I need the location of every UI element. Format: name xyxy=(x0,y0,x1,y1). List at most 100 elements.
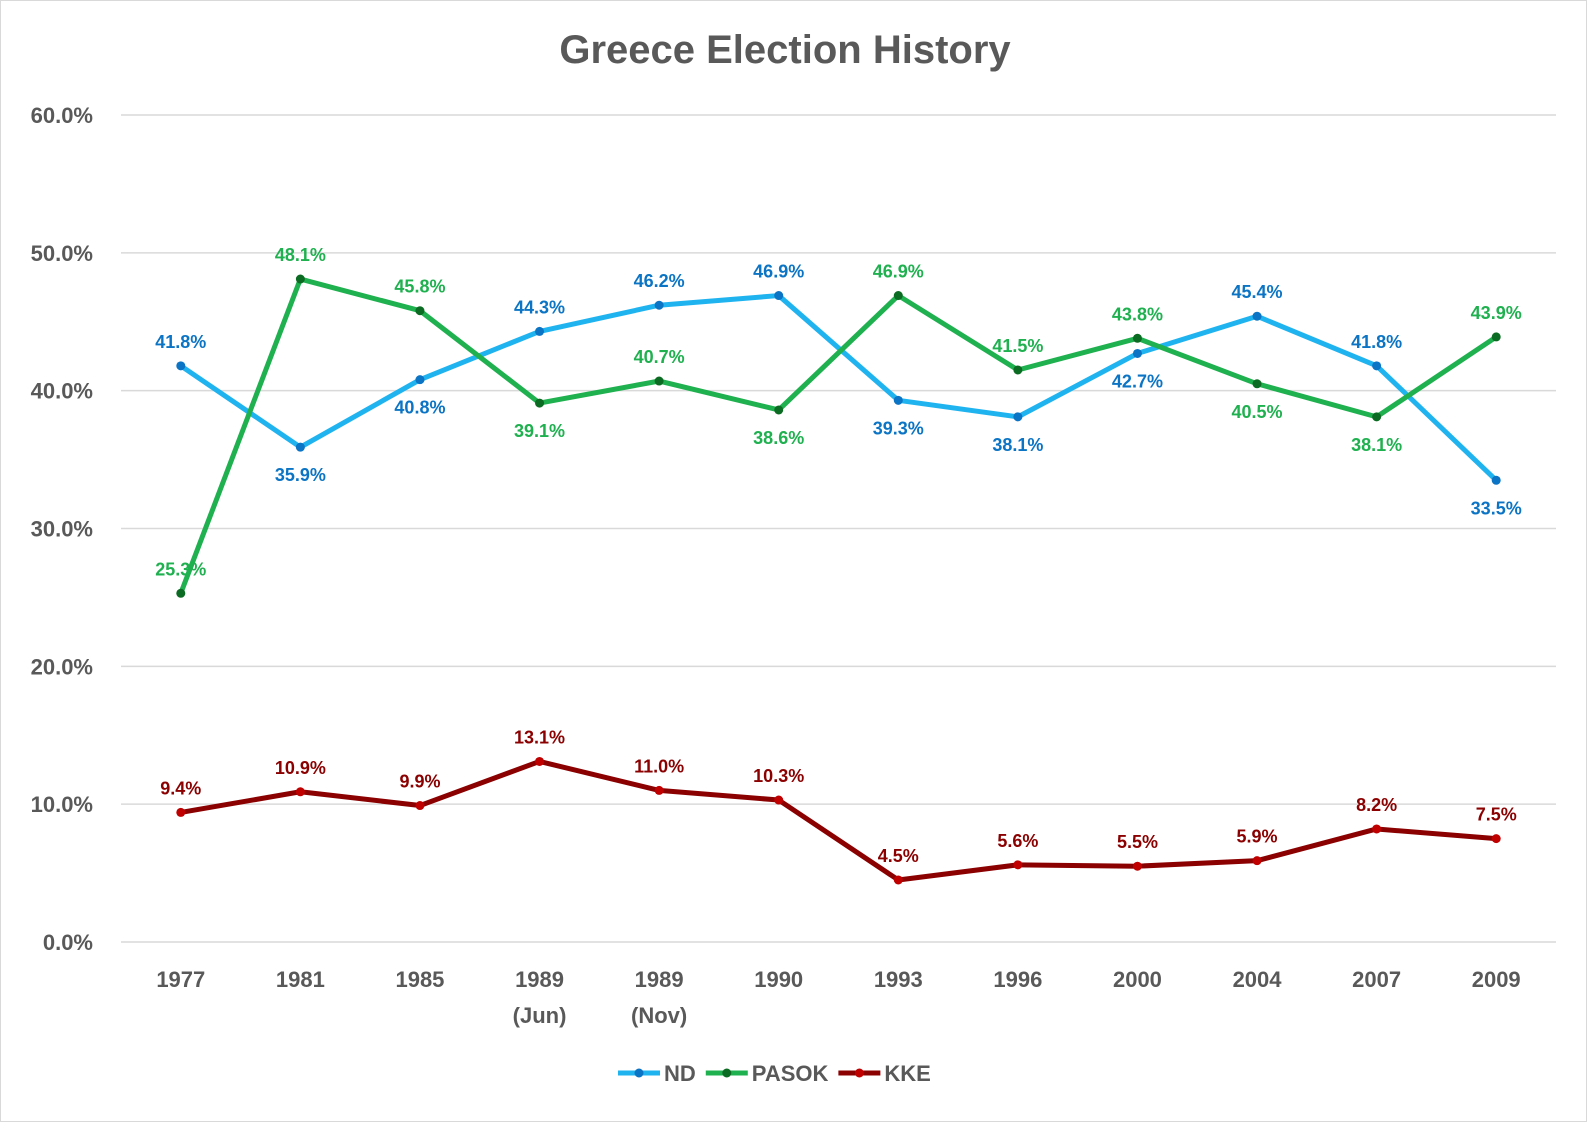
data-point-nd xyxy=(176,361,186,371)
x-tick-label: 2009 xyxy=(1472,967,1521,992)
data-label-nd: 33.5% xyxy=(1471,498,1522,518)
data-point-pasok xyxy=(415,306,425,316)
series-group xyxy=(176,274,1501,885)
data-label-kke: 5.5% xyxy=(1117,832,1158,852)
data-point-kke xyxy=(1013,860,1023,870)
y-tick-label: 20.0% xyxy=(31,654,93,679)
data-point-kke xyxy=(415,801,425,811)
data-label-nd: 42.7% xyxy=(1112,371,1163,391)
data-point-nd xyxy=(535,326,545,336)
data-label-pasok: 43.9% xyxy=(1471,303,1522,323)
data-label-pasok: 38.6% xyxy=(753,428,804,448)
data-label-nd: 46.2% xyxy=(634,271,685,291)
data-point-pasok xyxy=(1372,412,1382,422)
data-point-pasok xyxy=(654,376,664,386)
data-point-kke xyxy=(1132,861,1142,871)
data-point-nd xyxy=(1252,311,1262,321)
legend[interactable]: ND PASOK KKE xyxy=(618,1061,931,1086)
data-point-nd xyxy=(415,375,425,385)
data-point-nd xyxy=(893,395,903,405)
data-label-kke: 10.9% xyxy=(275,758,326,778)
data-label-nd: 44.3% xyxy=(514,297,565,317)
data-label-kke: 5.6% xyxy=(997,831,1038,851)
x-tick-label: 2000 xyxy=(1113,967,1162,992)
legend-marker-nd xyxy=(634,1068,644,1078)
y-tick-label: 30.0% xyxy=(31,517,93,542)
x-tick-label: 1993 xyxy=(874,967,923,992)
data-point-nd xyxy=(654,300,664,310)
data-point-pasok xyxy=(176,588,186,598)
gridlines xyxy=(121,114,1556,943)
x-tick-label: 1989 xyxy=(515,967,564,992)
data-label-nd: 38.1% xyxy=(992,435,1043,455)
data-point-kke xyxy=(654,785,664,795)
data-label-pasok: 38.1% xyxy=(1351,435,1402,455)
x-tick-label: 1981 xyxy=(276,967,325,992)
data-point-nd xyxy=(774,291,784,301)
data-label-pasok: 45.8% xyxy=(394,277,445,297)
data-label-kke: 7.5% xyxy=(1476,805,1517,825)
data-point-pasok xyxy=(774,405,784,415)
data-label-kke: 9.4% xyxy=(160,778,201,798)
data-point-kke xyxy=(1372,824,1382,834)
data-label-nd: 41.8% xyxy=(1351,332,1402,352)
data-point-pasok xyxy=(1491,332,1501,342)
legend-item-pasok[interactable]: PASOK xyxy=(705,1061,829,1086)
data-point-pasok xyxy=(295,274,305,284)
data-point-kke xyxy=(295,787,305,797)
legend-label-pasok: PASOK xyxy=(752,1061,829,1086)
data-point-kke xyxy=(176,807,186,817)
legend-label-nd: ND xyxy=(664,1061,696,1086)
y-tick-label: 60.0% xyxy=(31,103,93,128)
data-label-pasok: 46.9% xyxy=(873,262,924,282)
data-point-pasok xyxy=(1252,379,1262,389)
series-line-kke xyxy=(178,758,1499,883)
data-label-nd: 41.8% xyxy=(155,332,206,352)
x-tick-label: 1985 xyxy=(395,967,444,992)
data-point-kke xyxy=(1252,856,1262,866)
data-labels: 41.8% 35.9% 40.8% 44.3% 46.2% 46.9% 39.3% 38.1%… xyxy=(155,245,1521,866)
data-label-pasok: 40.5% xyxy=(1232,402,1283,422)
legend-item-kke[interactable]: KKE xyxy=(838,1061,931,1086)
data-label-pasok: 40.7% xyxy=(634,347,685,367)
y-tick-label: 10.0% xyxy=(31,792,93,817)
data-label-nd: 40.8% xyxy=(394,398,445,418)
data-label-kke: 9.9% xyxy=(399,772,440,792)
data-label-kke: 4.5% xyxy=(878,846,919,866)
data-label-nd: 35.9% xyxy=(275,465,326,485)
data-point-kke xyxy=(1491,834,1501,844)
y-tick-label: 0.0% xyxy=(43,930,93,955)
series-line-nd xyxy=(178,293,1499,483)
data-label-kke: 10.3% xyxy=(753,766,804,786)
data-label-nd: 45.4% xyxy=(1232,282,1283,302)
x-tick-label: 1996 xyxy=(993,967,1042,992)
data-label-nd: 46.9% xyxy=(753,262,804,282)
x-tick-label: 1989 xyxy=(635,967,684,992)
data-point-nd xyxy=(1132,348,1142,358)
chart-title: Greece Election History xyxy=(559,28,1011,72)
data-label-nd: 39.3% xyxy=(873,418,924,438)
data-label-pasok: 41.5% xyxy=(992,336,1043,356)
y-axis: 0.0% 10.0% 20.0% 30.0% 40.0% 50.0% 60.0% xyxy=(31,103,93,955)
data-point-nd xyxy=(1491,475,1501,485)
data-point-nd xyxy=(1013,412,1023,422)
data-point-nd xyxy=(1372,361,1382,371)
legend-marker-kke xyxy=(854,1068,864,1078)
x-tick-label: 1977 xyxy=(156,967,205,992)
data-label-kke: 11.0% xyxy=(634,756,684,776)
x-tick-label: 2007 xyxy=(1352,967,1401,992)
data-label-pasok: 43.8% xyxy=(1112,304,1163,324)
data-label-kke: 5.9% xyxy=(1237,827,1278,847)
legend-marker-pasok xyxy=(722,1068,732,1078)
data-label-kke: 8.2% xyxy=(1356,795,1397,815)
data-point-kke xyxy=(774,795,784,805)
data-point-nd xyxy=(295,442,305,452)
data-label-pasok: 39.1% xyxy=(514,421,565,441)
data-label-pasok: 25.3% xyxy=(155,559,206,579)
data-point-kke xyxy=(535,756,545,766)
legend-item-nd[interactable]: ND xyxy=(618,1061,696,1086)
legend-label-kke: KKE xyxy=(884,1061,930,1086)
data-point-pasok xyxy=(893,291,903,301)
